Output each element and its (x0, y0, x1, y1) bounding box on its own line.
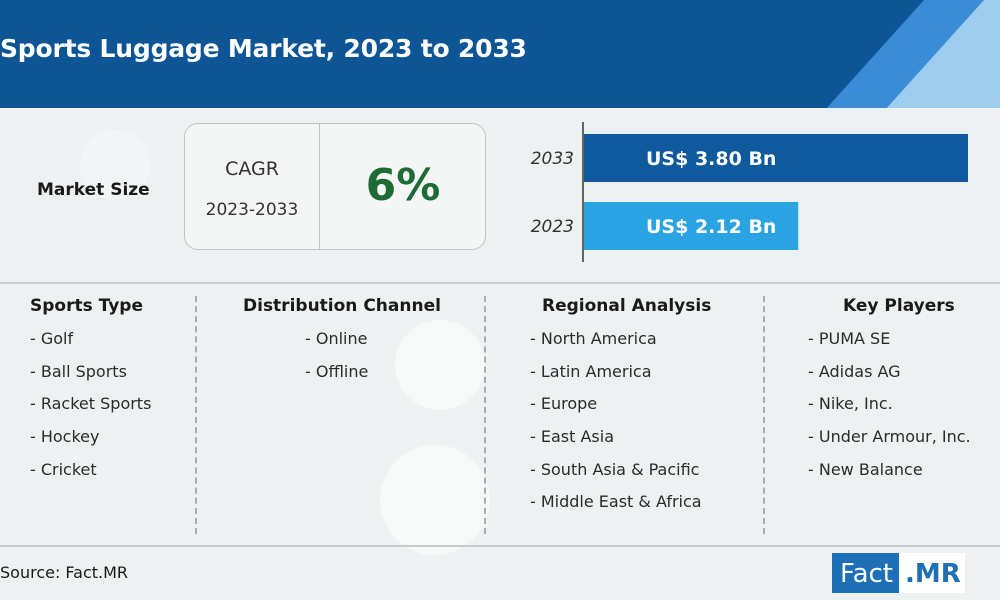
category-label-2023: 2023 (531, 217, 574, 237)
background-decoration (80, 130, 150, 200)
value-label-2023: US$ 2.12 Bn (646, 216, 776, 238)
page-title: Sports Luggage Market, 2023 to 2033 (0, 34, 527, 63)
column-divider (484, 296, 486, 534)
segment-list: - North America - Latin America - Europe… (530, 329, 711, 525)
list-item: - North America (530, 329, 657, 348)
factmr-logo: Fact .MR (832, 553, 965, 593)
list-item: - South Asia & Pacific (530, 459, 700, 479)
list-item: - Ball Sports (30, 361, 127, 381)
logo-text-right: .MR (899, 553, 965, 593)
list-item: - Hockey (30, 427, 100, 447)
cagr-years: 2023-2033 (205, 200, 299, 220)
segment-title: Key Players (843, 296, 955, 316)
list-item: - Middle East & Africa (530, 492, 702, 512)
segment-list: - PUMA SE - Adidas AG - Nike, Inc. - Und… (808, 329, 971, 492)
segment-key-players: Key Players - PUMA SE - Adidas AG - Nike… (808, 296, 971, 492)
source-note: Source: Fact.MR (0, 563, 129, 582)
segment-sports-type: Sports Type - Golf - Ball Sports - Racke… (30, 296, 151, 492)
list-item: - PUMA SE (808, 329, 891, 348)
market-size-bar-chart: 2033 US$ 3.80 Bn 2023 US$ 2.12 Bn (531, 122, 968, 262)
market-size-label: Market Size (37, 180, 150, 200)
section-divider (0, 282, 1000, 284)
segment-list: - Golf - Ball Sports - Racket Sports - H… (30, 329, 151, 492)
cagr-value: 6% (365, 160, 441, 211)
list-item: - Cricket (30, 459, 97, 479)
list-item: - Golf (30, 329, 74, 348)
list-item: - New Balance (808, 459, 923, 479)
segment-regional-analysis: Regional Analysis - North America - Lati… (530, 296, 712, 525)
category-label-2033: 2033 (531, 149, 574, 169)
list-item: - Racket Sports (30, 394, 152, 414)
cagr-word: CAGR (225, 158, 279, 180)
list-item: - Europe (530, 394, 598, 414)
bar-2023 (584, 202, 799, 250)
logo-text-left: Fact (832, 553, 899, 593)
column-divider (763, 296, 765, 534)
list-item: - Nike, Inc. (808, 394, 893, 414)
value-label-2033: US$ 3.80 Bn (646, 148, 776, 170)
list-item: - East Asia (530, 427, 614, 447)
column-divider (195, 296, 197, 534)
list-item: - Online (305, 329, 368, 348)
list-item: - Latin America (530, 361, 652, 381)
segment-title: Sports Type (30, 296, 143, 316)
cagr-box: CAGR 2023-2033 6% (184, 123, 486, 250)
segment-title: Distribution Channel (243, 296, 441, 316)
footer-divider (0, 545, 1000, 547)
cagr-divider (319, 124, 320, 249)
list-item: - Under Armour, Inc. (808, 427, 971, 447)
segment-distribution-channel: Distribution Channel - Online - Offline (243, 296, 441, 394)
bar-2033 (584, 134, 968, 182)
background-decoration (380, 445, 490, 555)
list-item: - Adidas AG (808, 361, 901, 381)
list-item: - Offline (305, 361, 369, 381)
segment-title: Regional Analysis (542, 296, 712, 316)
header-banner: Sports Luggage Market, 2023 to 2033 (0, 0, 1000, 108)
segment-list: - Online - Offline (305, 329, 441, 394)
background-decoration (395, 320, 485, 410)
